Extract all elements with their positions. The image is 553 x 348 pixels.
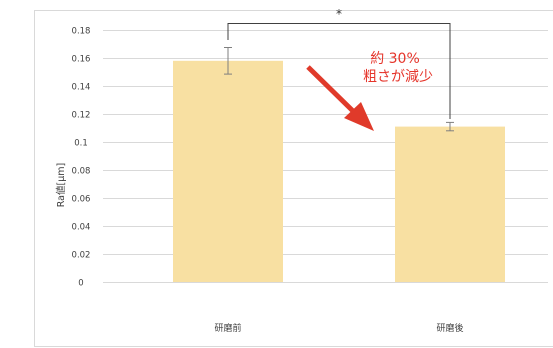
- y-tick-label: 0.04: [72, 223, 91, 233]
- y-tick-label: 0.14: [72, 83, 91, 93]
- y-tick-label: 0.16: [72, 55, 91, 65]
- bars: [173, 60, 505, 282]
- significance-star: *: [336, 7, 342, 21]
- x-category-label: 研磨後: [436, 322, 463, 334]
- error-bar: [224, 47, 232, 75]
- bar: [173, 60, 283, 282]
- annotation-line-2: 粗さが減少: [363, 68, 433, 85]
- significance-bracket: [227, 23, 451, 119]
- annotation-line-1: 約 30%: [370, 51, 420, 67]
- category-labels: 研磨前 研磨後: [214, 322, 463, 334]
- bar: [395, 126, 505, 282]
- y-tick-label: 0.12: [72, 111, 91, 121]
- x-category-label: 研磨前: [214, 322, 241, 334]
- y-tick-label: 0.08: [72, 167, 91, 177]
- y-axis-ticks: 0 0.02 0.04 0.06 0.08 0.1 0.12 0.14 0.16 0.18: [72, 27, 91, 289]
- y-axis-label: Ra値[μm]: [55, 163, 67, 207]
- y-tick-label: 0.02: [72, 251, 91, 261]
- y-tick-label: 0.06: [72, 195, 91, 205]
- y-tick-label: 0: [78, 279, 83, 289]
- y-tick-label: 0.18: [72, 27, 91, 37]
- y-tick-label: 0.1: [74, 139, 88, 149]
- arrow-shaft: [306, 65, 358, 116]
- error-bars: [224, 47, 454, 132]
- arrow-head: [344, 102, 374, 131]
- chart-border: [34, 10, 553, 347]
- reduction-arrow: [306, 65, 374, 131]
- error-bar: [446, 121, 454, 132]
